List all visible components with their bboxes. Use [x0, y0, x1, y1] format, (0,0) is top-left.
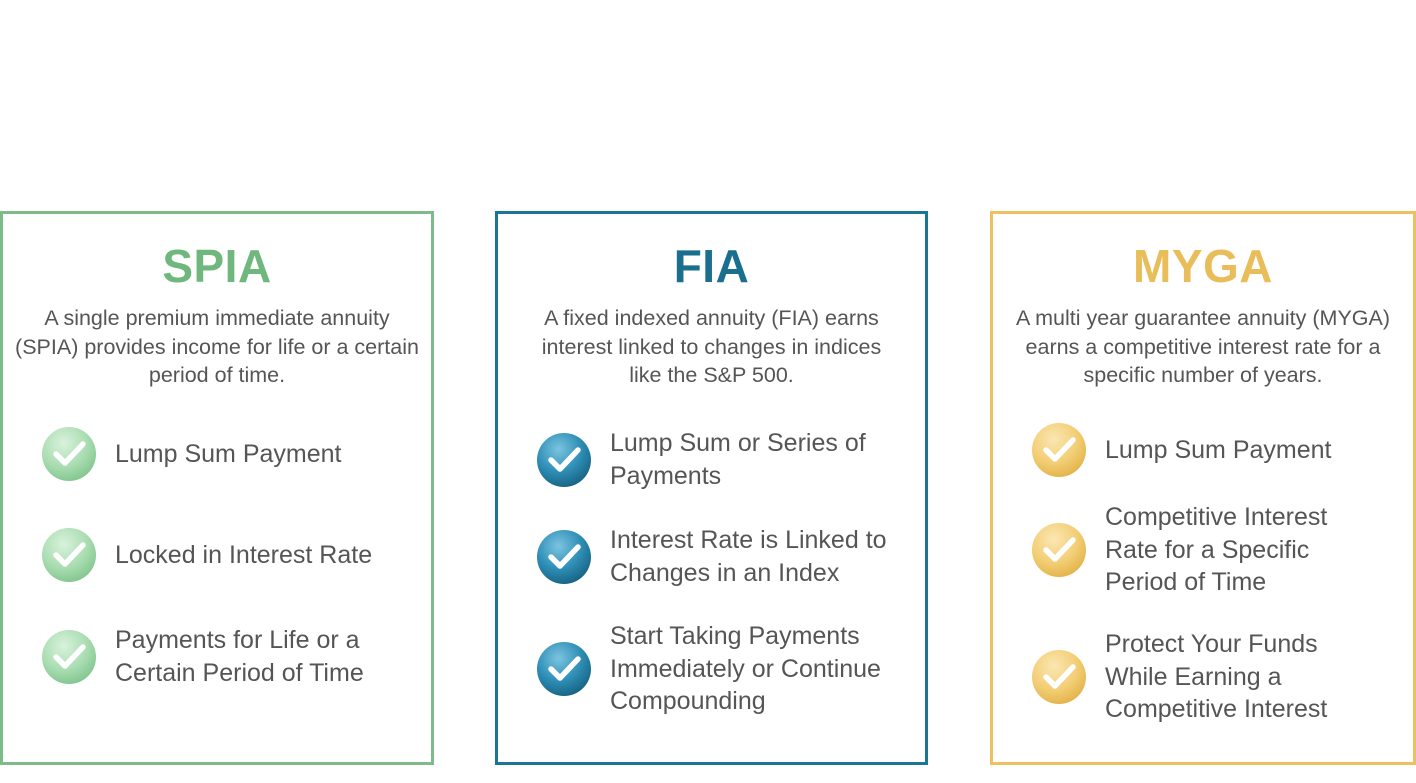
- feature-item: Start Taking Payments Immediately or Con…: [536, 620, 915, 718]
- card-description: A fixed indexed annuity (FIA) earns inte…: [541, 306, 882, 387]
- spia-card: SPIA A single premium immediate annuity …: [0, 211, 434, 765]
- feature-item: Competitive Interest Rate for a Specific…: [1031, 501, 1403, 599]
- checkmark-circle-icon: [42, 629, 96, 684]
- feature-label: Start Taking Payments Immediately or Con…: [610, 622, 881, 715]
- card-title: SPIA: [162, 240, 272, 292]
- card-title: FIA: [673, 240, 750, 292]
- checkmark-circle-icon: [42, 427, 96, 481]
- feature-item: Protect Your Funds While Earning a Compe…: [1031, 628, 1403, 726]
- feature-label: Lump Sum Payment: [115, 439, 342, 468]
- fia-card: FIA A fixed indexed annuity (FIA) earns …: [495, 211, 928, 765]
- checkmark-circle-icon: [537, 641, 591, 696]
- checkmark-circle-icon: [1032, 423, 1086, 477]
- feature-item: Interest Rate is Linked to Changes in an…: [536, 524, 915, 589]
- feature-item: Lump Sum or Series of Payments: [536, 427, 915, 492]
- feature-label: Competitive Interest Rate for a Specific…: [1105, 503, 1328, 596]
- feature-label: Interest Rate is Linked to Changes in an…: [610, 526, 887, 587]
- myga-card: MYGA A multi year guarantee annuity (MYG…: [990, 211, 1416, 765]
- feature-item: Locked in Interest Rate: [41, 527, 421, 583]
- feature-item: Payments for Life or a Certain Period of…: [41, 624, 421, 689]
- feature-label: Locked in Interest Rate: [115, 540, 373, 569]
- checkmark-circle-icon: [42, 528, 96, 582]
- checkmark-circle-icon: [537, 529, 591, 584]
- feature-label: Protect Your Funds While Earning a Compe…: [1105, 630, 1328, 723]
- checkmark-circle-icon: [1032, 522, 1086, 577]
- checkmark-circle-icon: [537, 432, 591, 487]
- feature-item: Lump Sum Payment: [1031, 422, 1403, 478]
- feature-item: Lump Sum Payment: [41, 426, 421, 482]
- card-description: A multi year guarantee annuity (MYGA) ea…: [1015, 306, 1391, 387]
- feature-label: Payments for Life or a Certain Period of…: [115, 626, 364, 687]
- card-title: MYGA: [1133, 240, 1273, 292]
- checkmark-circle-icon: [1032, 649, 1086, 704]
- feature-label: Lump Sum Payment: [1105, 435, 1332, 464]
- card-description: A single premium immediate annuity (SPIA…: [15, 306, 419, 387]
- feature-label: Lump Sum or Series of Payments: [610, 429, 866, 490]
